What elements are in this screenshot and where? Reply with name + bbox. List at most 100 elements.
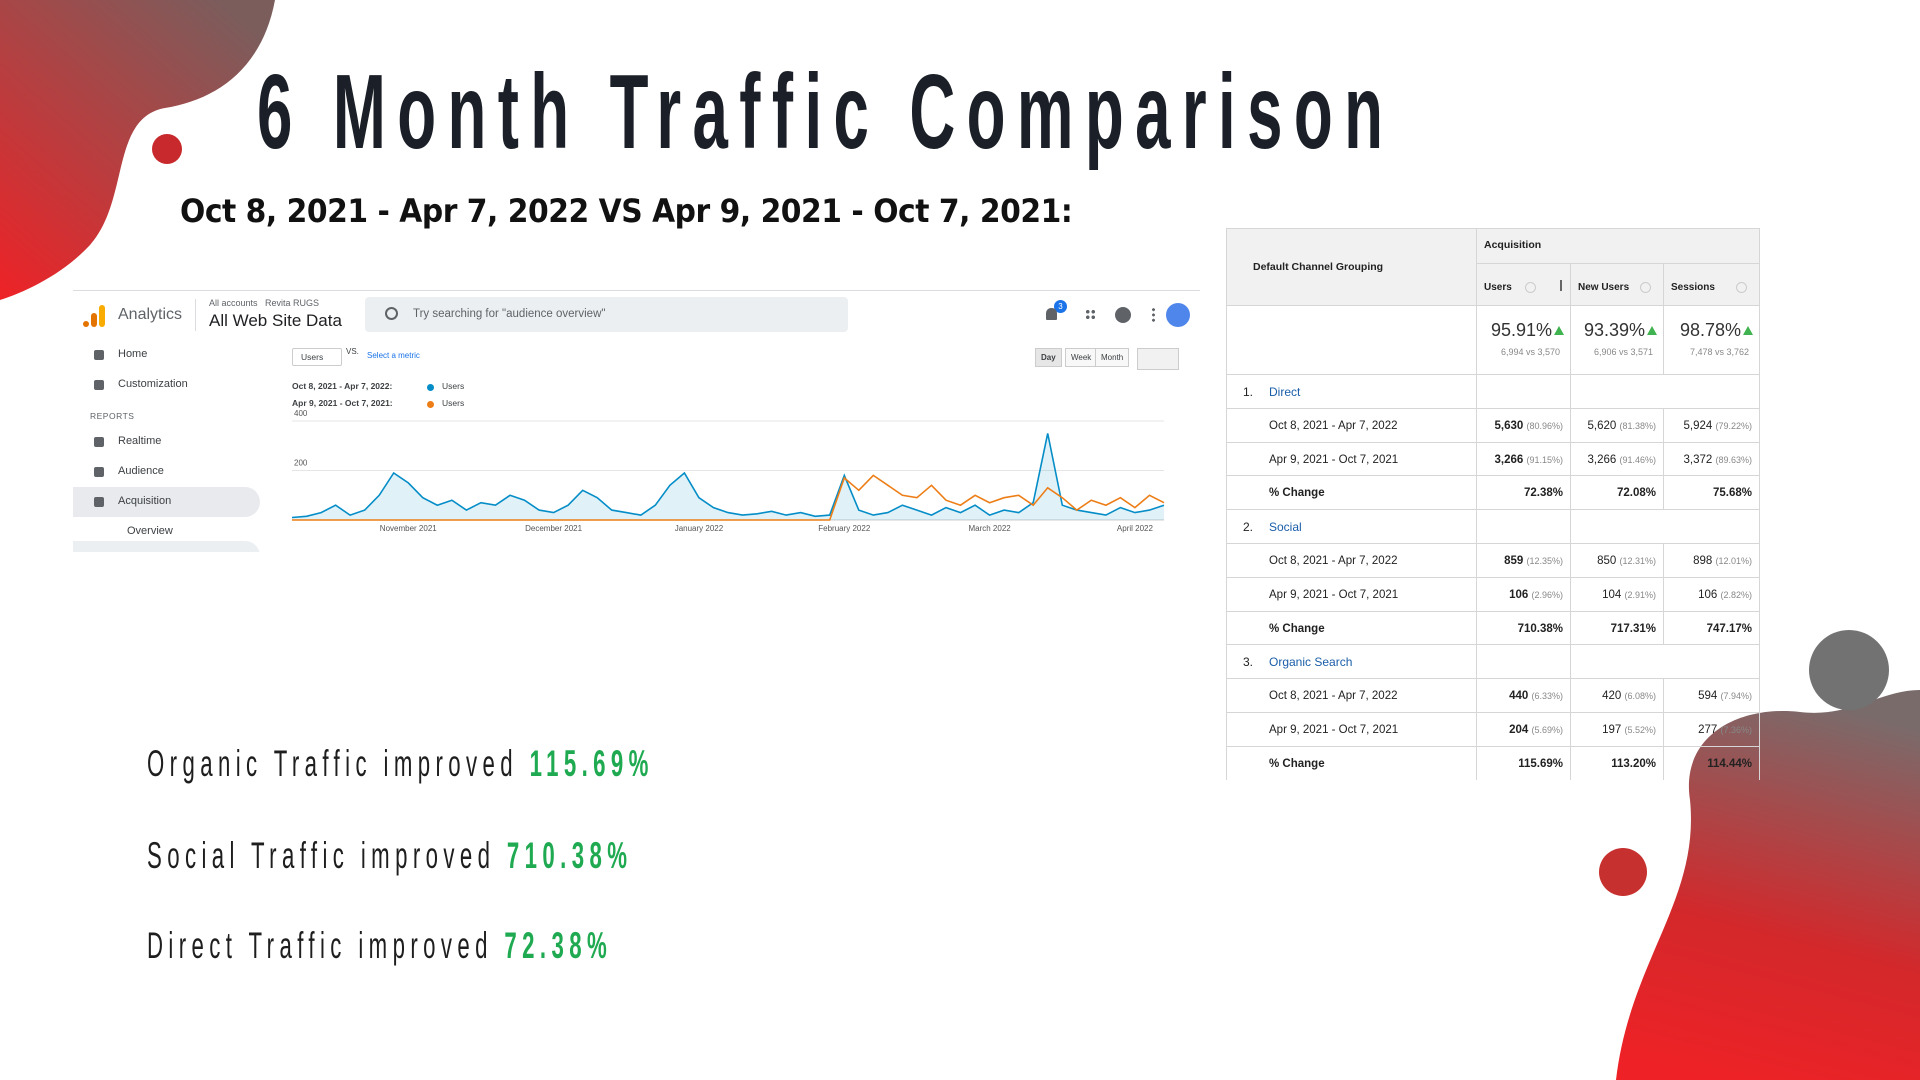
value-share: (5.69%) bbox=[1531, 725, 1563, 735]
totals-cell: 95.91% 6,994 vs 3,570 bbox=[1477, 306, 1571, 375]
totals-cell: 98.78% 7,478 vs 3,762 bbox=[1664, 306, 1760, 375]
search-icon bbox=[385, 307, 398, 320]
statement: Social Traffic improved 710.38% bbox=[147, 835, 632, 877]
view-selector[interactable]: All Web Site Data bbox=[209, 311, 342, 330]
search-box[interactable]: Try searching for "audience overview" bbox=[365, 297, 848, 332]
legend-range: Oct 8, 2021 - Apr 7, 2022: bbox=[292, 381, 393, 391]
value-number: 104 bbox=[1602, 588, 1622, 601]
row-label: Oct 8, 2021 - Apr 7, 2022 bbox=[1269, 419, 1398, 432]
value-share: (7.36%) bbox=[1720, 725, 1752, 735]
period-button[interactable]: Month bbox=[1095, 348, 1130, 367]
value-cell: 3,266 (91.15%) bbox=[1477, 442, 1571, 477]
metric-select[interactable]: Select a metric bbox=[367, 351, 420, 360]
total-value: 93.39% bbox=[1583, 320, 1645, 340]
nav-icon bbox=[94, 467, 104, 477]
value-cell: 420 (6.08%) bbox=[1571, 679, 1664, 713]
statement-text: Direct Traffic improved bbox=[147, 925, 493, 966]
value-share: (79.22%) bbox=[1715, 420, 1752, 431]
breadcrumb[interactable]: All accounts bbox=[209, 298, 258, 308]
value: 717.31% bbox=[1611, 623, 1656, 635]
value: 3,266 (91.46%) bbox=[1587, 454, 1656, 466]
divider bbox=[195, 299, 196, 331]
nav-icon bbox=[94, 497, 104, 507]
nav-item[interactable]: Customization bbox=[118, 378, 188, 390]
x-tick-label: February 2022 bbox=[818, 524, 871, 533]
analytics-screenshot: Analytics All accounts Revita RUGS All Web … bbox=[73, 290, 1200, 552]
group-cell: 1. Direct bbox=[1226, 375, 1477, 409]
value-cell: 3,372 (89.63%) bbox=[1664, 442, 1760, 477]
x-tick-label: April 2022 bbox=[1117, 524, 1154, 533]
value-cell: 717.31% bbox=[1571, 611, 1664, 646]
row-label: % Change bbox=[1269, 487, 1325, 500]
column-header[interactable]: Sessions bbox=[1671, 282, 1715, 293]
value-share: (12.01%) bbox=[1715, 556, 1752, 566]
value-cell: 113.20% bbox=[1571, 746, 1664, 780]
statement-value: 710.38% bbox=[506, 835, 633, 876]
totals-cell bbox=[1226, 306, 1477, 375]
statement: Direct Traffic improved 72.38% bbox=[147, 925, 612, 967]
column-header[interactable]: New Users bbox=[1578, 282, 1630, 293]
up-arrow bbox=[1743, 326, 1753, 335]
value-cell: 898 (12.01%) bbox=[1664, 544, 1760, 578]
column-header[interactable]: Users bbox=[1484, 282, 1512, 293]
row-label-cell: % Change bbox=[1226, 746, 1477, 780]
x-tick-label: November 2021 bbox=[380, 524, 437, 533]
nav-item[interactable]: Acquisition bbox=[118, 495, 172, 507]
group-cell bbox=[1477, 510, 1571, 544]
legend-label: Users bbox=[442, 381, 465, 391]
value: 747.17% bbox=[1707, 623, 1752, 635]
notification-badge[interactable]: 3 bbox=[1054, 300, 1067, 313]
group-index: 3. bbox=[1243, 655, 1254, 670]
statement: Organic Traffic improved 115.69% bbox=[147, 743, 654, 785]
nav-item[interactable]: Realtime bbox=[118, 435, 162, 447]
value-number: 114.44% bbox=[1707, 757, 1752, 770]
avatar[interactable] bbox=[1166, 303, 1190, 327]
nav-item[interactable]: Home bbox=[118, 348, 148, 360]
value-share: (5.52%) bbox=[1624, 725, 1656, 735]
statement-value: 115.69% bbox=[529, 743, 654, 784]
row-label-cell: Oct 8, 2021 - Apr 7, 2022 bbox=[1226, 679, 1477, 713]
group-cell bbox=[1571, 510, 1760, 544]
group-index: 1. bbox=[1243, 385, 1254, 399]
series-line bbox=[292, 474, 1165, 521]
value: 850 (12.31%) bbox=[1597, 555, 1656, 567]
value-cell: 850 (12.31%) bbox=[1571, 544, 1664, 578]
help-icon bbox=[1525, 282, 1536, 293]
value-cell: 710.38% bbox=[1477, 611, 1571, 646]
nav-item[interactable]: Overview bbox=[127, 525, 173, 537]
total-value: 98.78% bbox=[1679, 320, 1741, 340]
value: 5,630 (80.96%) bbox=[1494, 420, 1563, 432]
value: 5,924 (79.22%) bbox=[1683, 420, 1752, 432]
row-label: Apr 9, 2021 - Oct 7, 2021 bbox=[1269, 724, 1399, 736]
row-label-cell: % Change bbox=[1226, 611, 1477, 646]
period-button[interactable]: Day bbox=[1035, 348, 1062, 367]
row-label: % Change bbox=[1269, 757, 1325, 770]
metric-dropdown[interactable]: Users bbox=[292, 348, 343, 366]
sidebar-highlight bbox=[73, 487, 260, 517]
menu-icon[interactable] bbox=[1152, 307, 1155, 323]
total-compare: 7,478 vs 3,762 bbox=[1689, 347, 1749, 357]
value-share: (80.96%) bbox=[1526, 420, 1563, 431]
logo-bar bbox=[99, 305, 105, 327]
vs-label: VS. bbox=[346, 347, 359, 356]
value-share: (89.63%) bbox=[1715, 454, 1752, 465]
nav-item[interactable]: Audience bbox=[118, 465, 164, 477]
group-name[interactable]: Social bbox=[1269, 520, 1302, 535]
row-label-cell: Oct 8, 2021 - Apr 7, 2022 bbox=[1226, 408, 1477, 443]
statement-text: Organic Traffic improved bbox=[147, 743, 519, 784]
notifications-icon[interactable] bbox=[1046, 308, 1057, 320]
value-cell: 440 (6.33%) bbox=[1477, 679, 1571, 713]
totals-cell: 93.39% 6,906 vs 3,571 bbox=[1571, 306, 1664, 375]
breadcrumb[interactable]: Revita RUGS bbox=[265, 298, 320, 308]
help-icon[interactable] bbox=[1115, 307, 1131, 323]
logo bbox=[83, 305, 105, 327]
value-number: 850 bbox=[1597, 555, 1617, 567]
value-cell: 204 (5.69%) bbox=[1477, 713, 1571, 747]
row-label: Oct 8, 2021 - Apr 7, 2022 bbox=[1269, 690, 1398, 703]
group-name[interactable]: Organic Search bbox=[1269, 655, 1353, 670]
value: 115.69% bbox=[1518, 758, 1563, 770]
apps-icon[interactable] bbox=[1085, 309, 1096, 320]
group-name[interactable]: Direct bbox=[1269, 385, 1301, 399]
chart-type-button[interactable] bbox=[1137, 348, 1179, 370]
